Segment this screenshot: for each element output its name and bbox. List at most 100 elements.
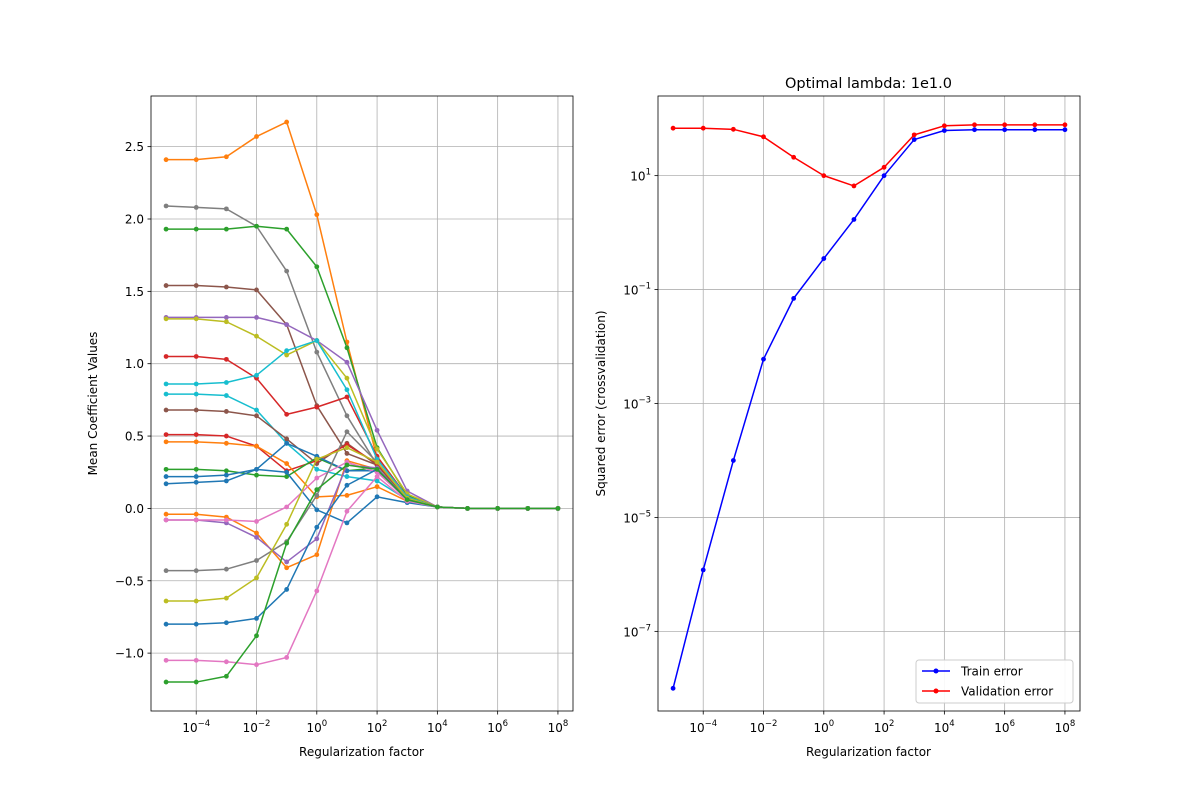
right-y-tick-label: 10−5 — [623, 509, 651, 525]
left-ticks: 10−4 10−2 100 102 104 106 108 −1.0 −0.5 0.0 0.5 1.0… — [115, 140, 568, 735]
right-series-0-point — [851, 217, 857, 222]
left-series-7-point — [344, 387, 350, 393]
left-y-tick-label: −1.0 — [115, 647, 144, 661]
left-series-0-point — [284, 119, 290, 125]
left-y-tick-label: 2.0 — [125, 213, 144, 227]
left-series-0-point — [223, 154, 229, 160]
left-series-12-point — [193, 466, 199, 472]
left-series-14-point — [254, 466, 259, 472]
left-series-19-point — [344, 445, 350, 451]
left-series-22-point — [465, 506, 470, 511]
left-series-6-point — [163, 354, 169, 359]
left-series-13-point — [344, 520, 350, 526]
left-series-7-point — [314, 338, 320, 343]
left-series-20-point — [284, 587, 290, 592]
left-series-7-point — [223, 380, 229, 385]
left-series-group — [163, 119, 561, 685]
left-series-5-point — [223, 319, 229, 325]
right-y-tick-label: 10−3 — [623, 396, 651, 412]
left-x-tick-label: 102 — [367, 719, 388, 735]
right-series-0-point — [670, 685, 676, 691]
right-chart-title: Optimal lambda: 1e1.0 — [785, 76, 952, 92]
left-series-12-point — [284, 474, 290, 479]
left-series-10-point — [163, 432, 169, 438]
left-series-22-point — [193, 679, 199, 685]
left-series-6-point — [193, 354, 199, 359]
left-y-tick-label: 2.5 — [125, 140, 144, 154]
left-x-tick-label: 106 — [487, 719, 508, 735]
right-series-0-point — [1032, 127, 1038, 133]
left-series-3-point — [223, 284, 229, 290]
right-series-1-point — [941, 123, 947, 129]
right-x-tick-label: 10−2 — [750, 719, 778, 735]
left-x-axis-label: Regularization factor — [299, 745, 424, 759]
left-series-18-point — [193, 568, 199, 574]
left-series-2-point — [193, 226, 199, 232]
left-series-19-point — [254, 575, 259, 581]
left-series-13-point — [374, 494, 380, 500]
left-series-21-point — [314, 588, 320, 594]
right-series-0-point — [941, 128, 947, 133]
left-series-8-point — [344, 474, 350, 479]
left-series-21-point — [344, 508, 350, 514]
left-series-17-point — [163, 517, 169, 523]
left-series-7-point — [163, 381, 169, 387]
legend-train-label: Train error — [960, 665, 1023, 679]
left-series-22-point — [495, 506, 501, 511]
left-series-3-point — [193, 283, 199, 288]
left-series-16-point — [254, 534, 259, 540]
left-series-22-point — [284, 540, 290, 546]
left-series-2-point — [223, 226, 229, 232]
left-series-15-point — [314, 552, 320, 558]
right-series-0-point — [1002, 127, 1008, 133]
left-series-8-point — [374, 478, 380, 484]
left-series-2-point — [284, 226, 290, 232]
legend: Train error Validation error — [915, 659, 1074, 704]
left-series-4-point — [223, 315, 229, 320]
left-series-6-point — [344, 394, 350, 400]
left-series-5-point — [193, 316, 199, 322]
left-series-14-point — [193, 479, 199, 485]
left-series-10-point — [223, 433, 229, 439]
left-series-5-point — [374, 446, 380, 452]
right-series-1-point — [791, 154, 797, 160]
left-series-1-point — [314, 349, 320, 355]
left-series-22-point — [555, 506, 561, 511]
left-series-1-point — [163, 203, 169, 209]
right-series-1-point — [730, 126, 736, 132]
left-series-9-point — [193, 407, 199, 413]
left-series-11-point — [374, 484, 380, 490]
right-series-1-point — [1002, 122, 1008, 128]
left-series-21-point — [163, 657, 169, 663]
right-series-1-point — [761, 134, 766, 140]
left-x-tick-label: 104 — [427, 719, 448, 735]
left-series-18-point — [344, 429, 350, 435]
left-series-19-point — [223, 595, 229, 601]
left-series-17-point — [254, 519, 259, 524]
right-series-group — [670, 122, 1068, 691]
right-series-0-point — [761, 356, 766, 362]
left-series-20-point — [223, 620, 229, 626]
left-series-5-point — [284, 352, 290, 358]
left-series-0-point — [193, 157, 199, 163]
left-series-13-point — [163, 474, 169, 479]
legend-validation-label: Validation error — [961, 685, 1053, 699]
left-series-7-point — [254, 372, 259, 378]
left-series-9-point — [254, 413, 259, 419]
right-series-1-point — [1062, 122, 1068, 128]
right-series-1-point — [821, 173, 827, 179]
right-x-tick-label: 104 — [934, 719, 955, 735]
left-series-4-point — [374, 427, 380, 433]
left-series-5-point — [163, 316, 169, 322]
left-series-9-point — [163, 407, 169, 413]
left-series-2-point — [254, 223, 259, 229]
left-series-18-point — [314, 492, 320, 498]
left-series-22-point — [344, 462, 350, 468]
left-series-0-point — [314, 212, 320, 218]
left-series-18-point — [163, 568, 169, 574]
left-series-4-point — [254, 315, 259, 320]
left-series-19-point — [374, 459, 380, 465]
left-series-22-point — [374, 466, 380, 472]
left-x-tick-label: 10−4 — [182, 719, 210, 735]
